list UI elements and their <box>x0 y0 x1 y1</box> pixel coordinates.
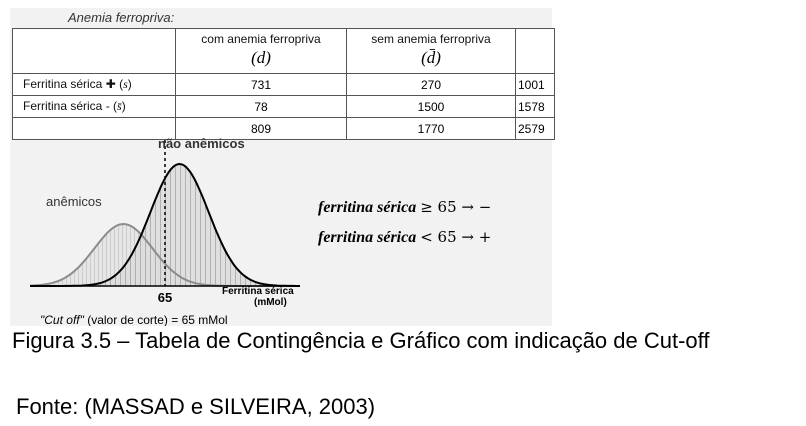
figure-source: Fonte: (MASSAD e SILVEIRA, 2003) <box>16 394 376 419</box>
figure-caption: Figura 3.5 – Tabela de Contingência e Gr… <box>12 328 710 353</box>
cutoff-note: "Cut off" (valor de corte) = 65 mMol <box>40 313 228 326</box>
table-row: Ferritina sérica ✚ (s) 731 270 1001 <box>12 73 555 96</box>
table-title: Anemia ferropriva: <box>68 10 175 25</box>
col-header-label: sem anemia ferropriva <box>371 32 491 46</box>
table-cell: 78 <box>175 95 347 118</box>
x-axis-label-line2: (mMol) <box>254 297 287 308</box>
anemic-area <box>30 224 300 286</box>
table-cell: 731 <box>175 73 347 96</box>
column-total-cell: 809 <box>175 117 347 140</box>
table-row: Ferritina sérica - (s̄) 78 1500 1578 <box>12 95 555 118</box>
row-total-cell: 1578 <box>515 95 555 118</box>
corner-cell <box>12 28 176 74</box>
cutoff-tick-label: 65 <box>158 290 172 305</box>
column-total-cell: 1770 <box>346 117 516 140</box>
x-axis-label-line1: Ferritina sérica <box>222 286 294 297</box>
contingency-table: com anemia ferropriva (d) sem anemia fer… <box>12 28 555 140</box>
row-label: Ferritina sérica - (s̄) <box>12 95 176 118</box>
series-label-anemic: anêmicos <box>46 194 102 209</box>
row-total-cell: 1001 <box>515 73 555 96</box>
distribution-plot: não anêmicos anêmicos 65 Ferritina séric… <box>30 136 300 326</box>
col-header-label: com anemia ferropriva <box>201 32 321 46</box>
col-header-anemic: com anemia ferropriva (d) <box>175 28 347 74</box>
table-cell: 1500 <box>346 95 516 118</box>
col-header-symbol: (d̄) <box>421 48 441 67</box>
table-row: 809 1770 2579 <box>12 117 555 140</box>
col-header-symbol: (d) <box>251 48 271 67</box>
total-header-cell <box>515 28 555 74</box>
row-label: Ferritina sérica ✚ (s) <box>12 73 176 96</box>
table-header-row: com anemia ferropriva (d) sem anemia fer… <box>12 28 555 74</box>
table-cell: 270 <box>346 73 516 96</box>
grand-total-cell: 2579 <box>515 117 555 140</box>
col-header-not-anemic: sem anemia ferropriva (d̄) <box>346 28 516 74</box>
series-label-non-anemic: não anêmicos <box>158 136 245 151</box>
rule-positive: ferritina sérica < 65 → + <box>318 228 492 246</box>
rule-negative: ferritina sérica ≥ 65 → − <box>318 198 492 216</box>
